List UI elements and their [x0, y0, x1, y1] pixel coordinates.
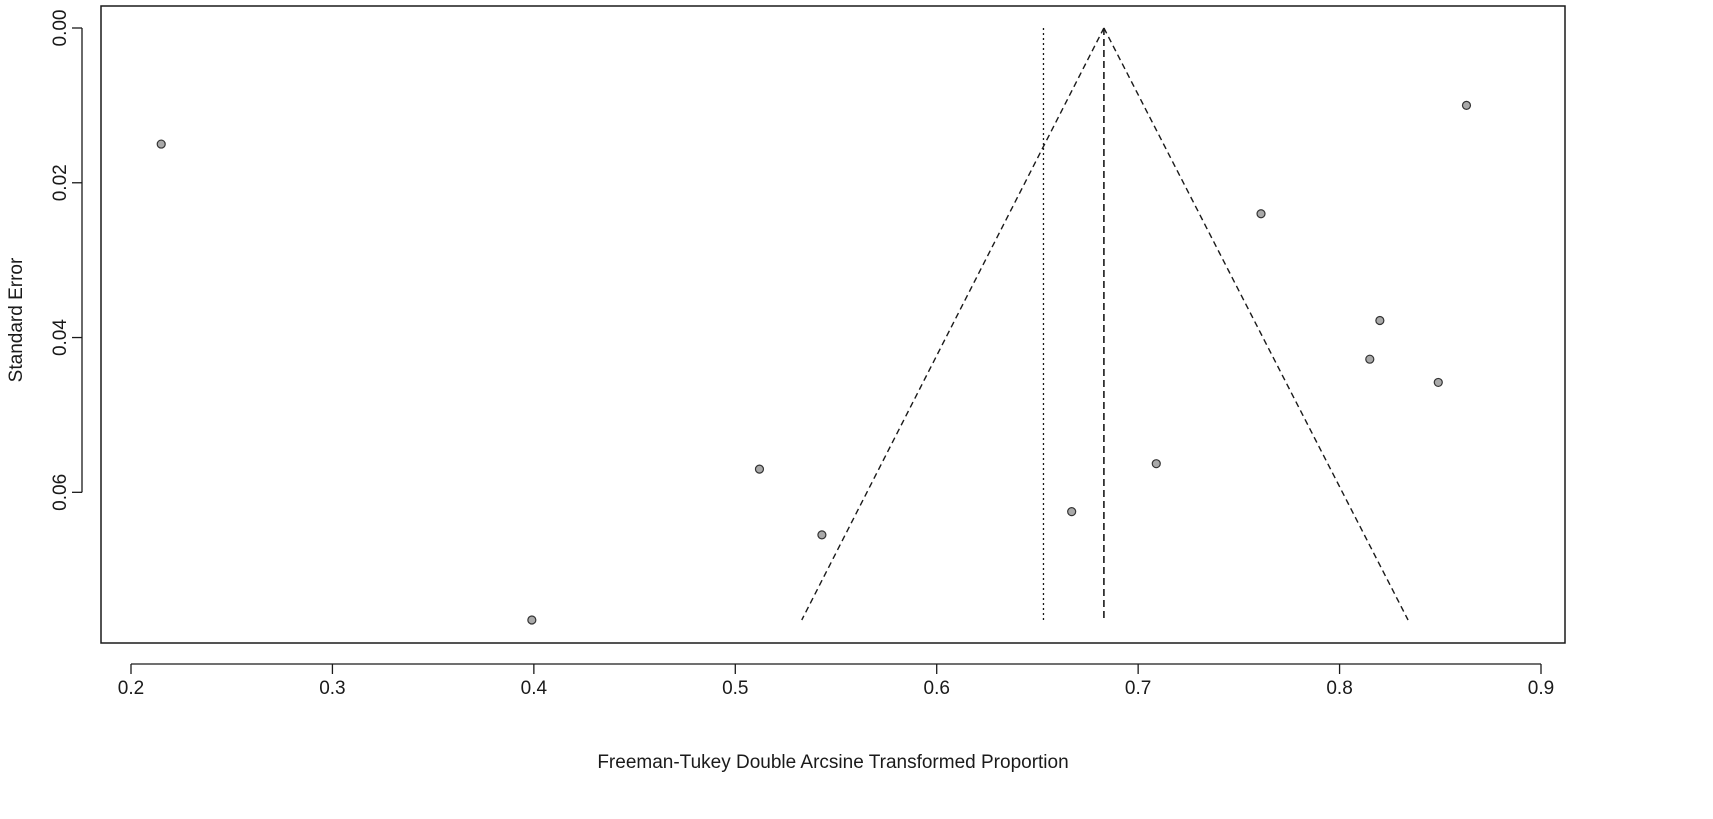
data-point	[1365, 354, 1375, 364]
data-point	[1067, 507, 1077, 517]
y-tick-label: 0.06	[50, 474, 71, 511]
data-point	[1256, 209, 1266, 219]
y-tick-label: 0.02	[50, 164, 71, 201]
x-axis: 0.2 0.3 0.4 0.5 0.6 0.7 0.8 0.9	[118, 663, 1554, 699]
data-point	[1433, 377, 1443, 388]
funnel-right-line	[1103, 27, 1409, 621]
x-tick-label: 0.3	[319, 678, 345, 699]
data-point	[527, 615, 537, 625]
x-tick-label: 0.2	[118, 678, 144, 699]
y-axis-title: Standard Error	[6, 257, 27, 382]
x-tick-label: 0.8	[1326, 678, 1352, 699]
data-point	[156, 139, 166, 149]
data-points	[156, 100, 1472, 625]
x-tick-label: 0.5	[722, 678, 748, 699]
x-axis-title: Freeman-Tukey Double Arcsine Transformed…	[597, 752, 1068, 773]
y-tick-label: 0.00	[50, 10, 71, 47]
data-point	[1151, 459, 1161, 469]
data-point	[754, 464, 765, 474]
x-tick-label: 0.9	[1528, 678, 1554, 699]
y-axis: 0.00 0.02 0.04 0.06	[50, 10, 83, 511]
data-point	[817, 530, 827, 540]
data-point	[1375, 315, 1385, 326]
x-tick-label: 0.4	[521, 678, 548, 699]
y-tick-label: 0.04	[50, 319, 71, 356]
x-tick-label: 0.6	[924, 678, 950, 699]
plot-frame	[100, 5, 1566, 644]
x-tick-label: 0.7	[1125, 678, 1151, 699]
funnel-left-line	[801, 27, 1105, 621]
data-point	[1461, 100, 1472, 110]
funnel-lines	[801, 27, 1409, 621]
